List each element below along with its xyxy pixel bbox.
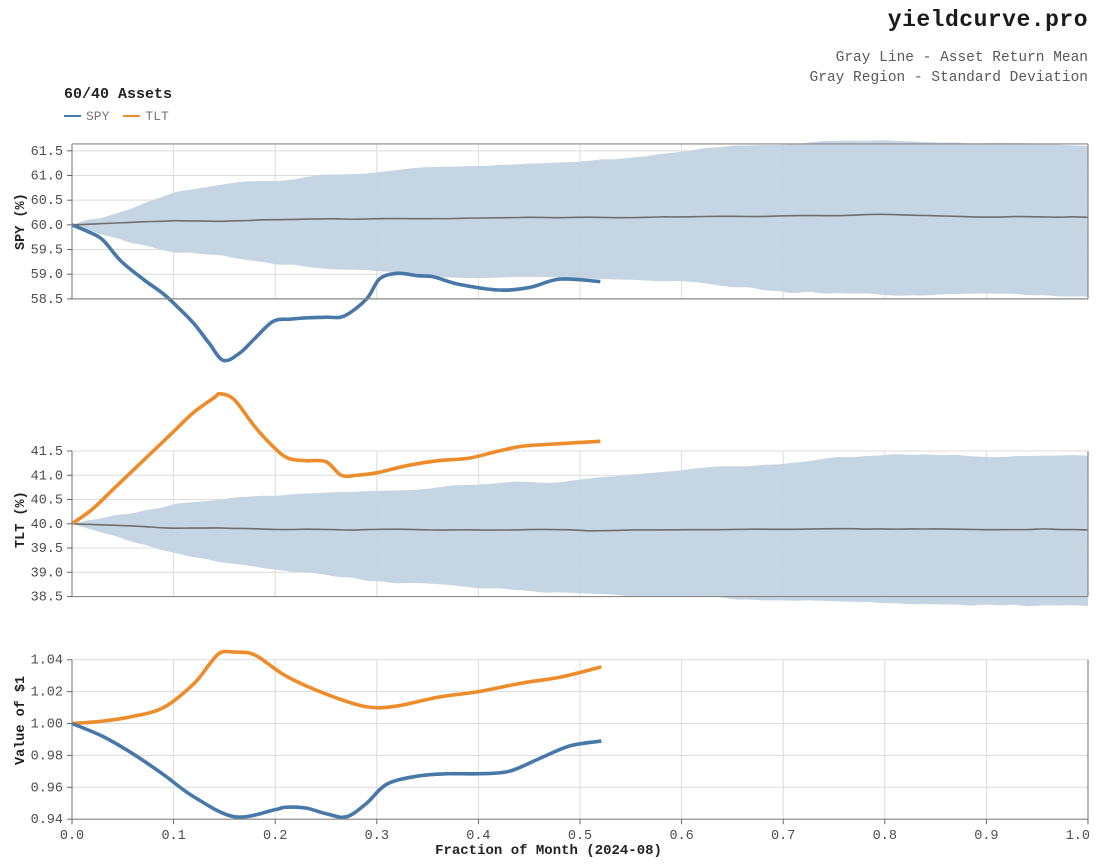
svg-text:58.5: 58.5	[31, 293, 63, 308]
svg-text:60.0: 60.0	[31, 219, 63, 234]
svg-text:0.2: 0.2	[263, 829, 287, 844]
svg-text:0.4: 0.4	[466, 829, 490, 844]
svg-text:1.02: 1.02	[31, 686, 63, 701]
svg-text:0.96: 0.96	[31, 781, 63, 796]
svg-text:60.5: 60.5	[31, 194, 63, 209]
svg-text:59.5: 59.5	[31, 244, 63, 259]
svg-text:0.0: 0.0	[60, 829, 84, 844]
svg-text:38.5: 38.5	[31, 591, 63, 606]
svg-text:40.0: 40.0	[31, 518, 63, 533]
svg-text:0.8: 0.8	[873, 829, 897, 844]
svg-text:0.9: 0.9	[974, 829, 998, 844]
svg-text:1.0: 1.0	[1066, 829, 1090, 844]
svg-text:39.5: 39.5	[31, 542, 63, 557]
svg-text:40.5: 40.5	[31, 494, 63, 509]
svg-text:0.3: 0.3	[365, 829, 389, 844]
svg-text:0.7: 0.7	[771, 829, 795, 844]
svg-text:0.6: 0.6	[669, 829, 693, 844]
svg-text:41.0: 41.0	[31, 469, 63, 484]
svg-text:41.5: 41.5	[31, 445, 63, 460]
svg-text:1.04: 1.04	[31, 654, 63, 669]
svg-text:59.0: 59.0	[31, 268, 63, 283]
svg-text:61.5: 61.5	[31, 145, 63, 160]
svg-text:0.1: 0.1	[161, 829, 185, 844]
svg-text:0.98: 0.98	[31, 749, 63, 764]
svg-text:1.00: 1.00	[31, 718, 63, 733]
svg-text:0.94: 0.94	[31, 813, 63, 828]
svg-text:39.0: 39.0	[31, 566, 63, 581]
svg-text:61.0: 61.0	[31, 170, 63, 185]
svg-text:0.5: 0.5	[568, 829, 592, 844]
